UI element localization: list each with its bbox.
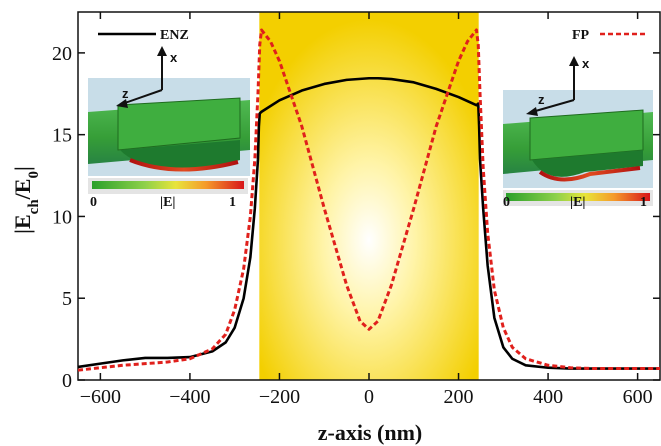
inset-right-scale-max: 1	[640, 195, 647, 210]
inset-right-scale-mid: |E|	[570, 195, 586, 210]
series-line-enz	[77, 76, 660, 370]
inset-right-lower-face	[532, 150, 643, 177]
y-axis-label: |Ech/E0|	[10, 166, 42, 234]
inset-left-block	[117, 97, 241, 151]
inset-left-x-label: x	[170, 50, 178, 65]
x-tick-label: 200	[444, 386, 474, 408]
inset-right-scale-min: 0	[503, 195, 510, 210]
y-tick-label: 15	[52, 125, 72, 147]
x-tick-label: 600	[623, 386, 653, 408]
inset-left-scale-max: 1	[229, 195, 236, 210]
inset-right-x-arrowhead	[569, 56, 579, 66]
inset-right-z-label: z	[538, 92, 545, 107]
y-tick-label: 5	[62, 288, 72, 310]
highlight-region	[259, 12, 479, 380]
series-line-fp	[77, 28, 660, 372]
inset-right-hot-edge	[538, 166, 641, 182]
legend-enz-label: ENZ	[160, 28, 189, 43]
inset-left-z-label: z	[122, 86, 129, 101]
inset-right-z-arrowhead	[526, 107, 538, 116]
legend-enz: ENZ	[98, 28, 189, 43]
inset-left-scale-mid: |E|	[160, 195, 176, 210]
legend-fp-label: FP	[572, 28, 590, 43]
inset-left-colorbar	[92, 181, 244, 189]
inset-left-scale-min: 0	[90, 195, 97, 210]
y-tick-label: 0	[62, 370, 72, 392]
inset-left-z-arrowhead	[116, 99, 128, 108]
inset-left-x-arrowhead	[157, 46, 167, 56]
y-tick-label: 10	[52, 206, 72, 228]
y-tick-label: 20	[52, 43, 72, 65]
legend-fp: FP	[572, 28, 646, 43]
inset-left-hot-edge	[129, 158, 239, 172]
inset-left-lower-face	[120, 140, 240, 169]
x-axis-label: z-axis (nm)	[318, 420, 422, 445]
inset-right: x z 0 |E| 1	[503, 56, 653, 210]
inset-right-x-label: x	[582, 56, 590, 71]
x-tick-label: 400	[533, 386, 563, 408]
x-tick-label: −400	[169, 386, 210, 408]
inset-left-z-axis-arrow	[121, 89, 163, 105]
x-tick-label: −600	[80, 386, 121, 408]
inset-right-z-axis-arrow	[531, 99, 575, 113]
inset-right-colorbar	[506, 193, 650, 201]
x-tick-label: −200	[259, 386, 300, 408]
x-tick-label: 0	[364, 386, 374, 408]
inset-left: x z 0 |E| 1	[88, 46, 250, 210]
